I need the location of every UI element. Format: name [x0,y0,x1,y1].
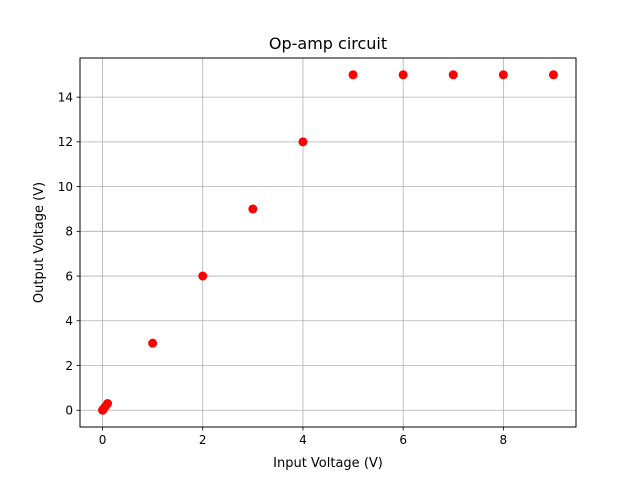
chart-title: Op-amp circuit [269,34,387,53]
data-point [348,70,358,80]
y-tick-label: 0 [65,404,73,418]
x-axis-label: Input Voltage (V) [273,456,383,471]
y-axis-label: Output Voltage (V) [32,182,47,303]
data-point [148,338,158,348]
x-tick-label: 6 [399,433,407,447]
grid [80,58,576,427]
y-tick-label: 14 [58,90,73,104]
data-point [248,204,258,214]
y-tick-label: 6 [65,269,73,283]
data-point [103,399,113,409]
data-point [548,70,558,80]
y-tick-label: 8 [65,225,73,239]
x-tick-label: 2 [199,433,207,447]
data-points [98,70,558,415]
data-point [448,70,458,80]
data-point [498,70,508,80]
plot-frame [79,57,577,428]
x-tick-label: 0 [99,433,107,447]
y-tick-label: 12 [58,135,73,149]
y-tick-label: 2 [65,359,73,373]
x-tick-label: 8 [500,433,508,447]
y-tick-label: 10 [58,180,73,194]
x-axis-ticks: 0 2 4 6 8 [99,427,507,447]
x-tick-label: 4 [299,433,307,447]
data-point [298,137,308,147]
y-tick-label: 4 [65,314,73,328]
y-axis-ticks: 0 2 4 6 8 10 12 14 [58,90,80,418]
data-point [198,271,208,281]
data-point [398,70,408,80]
